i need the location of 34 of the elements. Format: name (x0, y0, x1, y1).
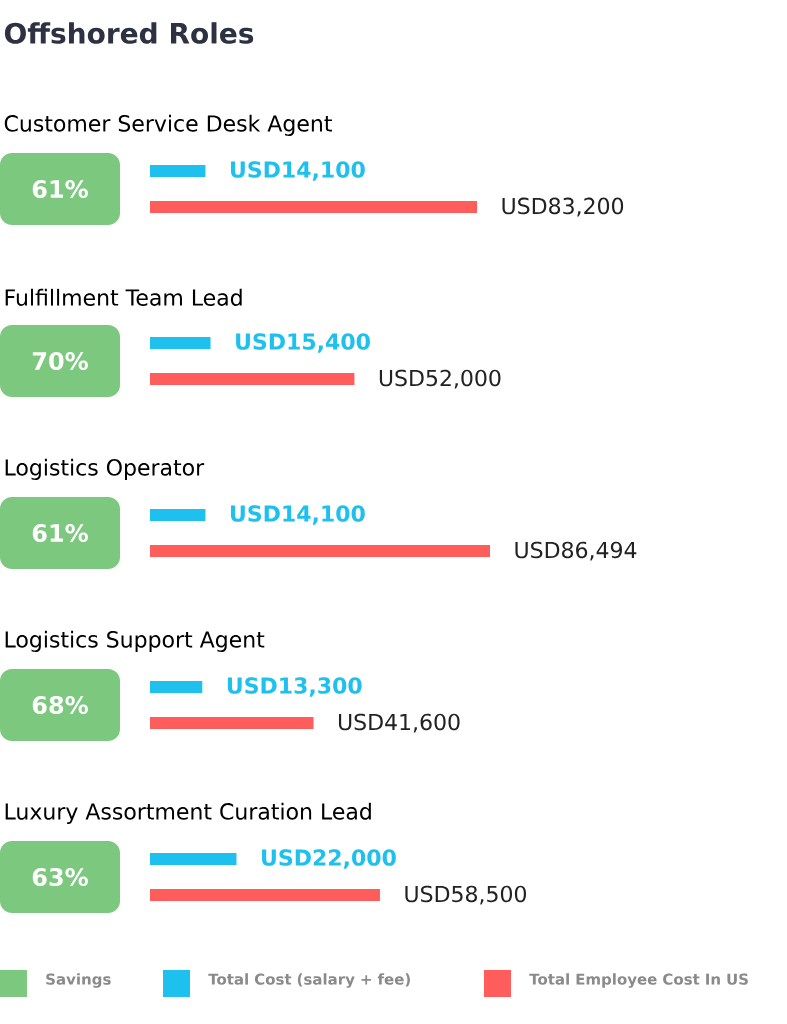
text: 61% (32, 179, 88, 199)
bar (150, 508, 206, 521)
bar (150, 201, 478, 214)
bar (150, 336, 211, 349)
chart-title: Offshored Roles (4, 22, 254, 44)
y-tick-label: Logistics Operator (5, 458, 205, 481)
bar (150, 717, 314, 730)
data-label: USD14,100 (230, 505, 365, 525)
text: 63% (32, 867, 88, 887)
y-tick-label: Fulfillment Team Lead (5, 288, 242, 306)
bar (150, 680, 203, 693)
data-label: USD22,000 (262, 849, 396, 869)
text: 70% (32, 351, 88, 371)
legend-label: Total Employee Cost In US (529, 973, 748, 988)
legend-label: Total Cost (salary + fee) (208, 973, 410, 988)
bar (150, 889, 380, 902)
data-label: USD15,400 (236, 333, 370, 353)
y-tick-label: Customer Service Desk Agent (4, 114, 332, 137)
text: 68% (32, 695, 88, 715)
bar (150, 545, 491, 558)
data-label: USD52,000 (379, 369, 501, 389)
data-label: USD83,200 (502, 197, 624, 217)
data-label: USD14,100 (230, 161, 365, 181)
data-label: USD58,500 (405, 885, 527, 905)
bar (150, 852, 237, 865)
legend-label: Savings (46, 973, 111, 988)
text: 61% (32, 523, 88, 543)
data-label: USD86,494 (515, 541, 637, 561)
data-label: USD13,300 (227, 677, 362, 697)
data-label: USD41,600 (338, 713, 460, 733)
bar (150, 164, 206, 177)
y-tick-label: Logistics Support Agent (5, 630, 265, 653)
y-tick-label: Luxury Assortment Curation Lead (5, 802, 371, 825)
bar (150, 373, 355, 386)
